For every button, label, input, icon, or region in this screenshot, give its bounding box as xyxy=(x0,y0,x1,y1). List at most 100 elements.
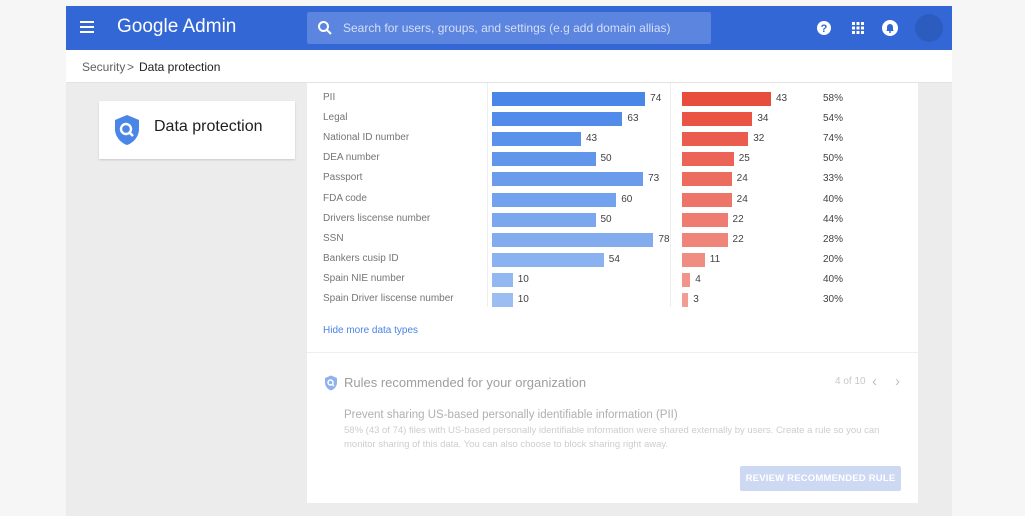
total-files-value: 50 xyxy=(600,153,612,165)
review-recommended-rule-button[interactable]: REVIEW RECOMMENDED RULE xyxy=(740,466,901,491)
row-label: SSN xyxy=(323,232,344,244)
shared-percentage: 20% xyxy=(823,253,844,265)
total-files-bar xyxy=(492,192,617,207)
shared-percentage: 44% xyxy=(823,213,844,225)
total-files-bar xyxy=(492,212,596,227)
total-files-bar xyxy=(492,272,513,287)
shield-search-icon xyxy=(325,375,337,391)
notifications-icon[interactable] xyxy=(881,19,899,37)
shared-externally-value: 25 xyxy=(738,153,750,165)
row-label: Spain NIE number xyxy=(323,272,405,284)
help-icon[interactable]: ? xyxy=(815,19,833,37)
total-files-value: 10 xyxy=(517,294,529,305)
total-files-bar xyxy=(492,252,604,267)
shared-percentage: 40% xyxy=(823,193,844,205)
row-label: Passport xyxy=(323,172,363,184)
total-files-value: 10 xyxy=(517,273,529,285)
recommendation-title: Prevent sharing US-based personally iden… xyxy=(344,409,678,421)
card-title: Data protection xyxy=(154,118,263,135)
total-files-bar xyxy=(492,112,623,127)
main-card: PII 74 43 58% Legal 63 34 54% National ID number… xyxy=(307,83,918,503)
chevron-right-icon[interactable]: › xyxy=(895,373,900,390)
section-divider xyxy=(307,352,918,353)
shared-externally-bar xyxy=(682,152,734,167)
row-label: Legal xyxy=(323,112,348,124)
pager-count: 4 of 10 xyxy=(835,376,866,387)
avatar[interactable] xyxy=(915,14,943,42)
recommendation-description: 58% (43 of 74) files with US-based perso… xyxy=(344,425,880,450)
row-label: Drivers liscense number xyxy=(323,212,431,224)
chart-row: Drivers liscense number 50 22 44% xyxy=(307,210,918,230)
shared-percentage: 54% xyxy=(823,113,844,125)
total-files-bar xyxy=(492,92,646,106)
rules-section-title: Rules recommended for your organization xyxy=(344,375,587,390)
total-files-bar xyxy=(492,152,596,167)
shared-externally-value: 4 xyxy=(695,273,701,285)
column-divider xyxy=(670,83,671,307)
chart-row: DEA number 50 25 50% xyxy=(307,149,918,169)
shared-percentage: 30% xyxy=(823,294,844,305)
shared-externally-value: 11 xyxy=(709,253,721,265)
menu-icon[interactable] xyxy=(80,21,94,33)
shared-percentage: 74% xyxy=(823,133,844,145)
shared-externally-value: 32 xyxy=(753,133,765,145)
total-files-bar xyxy=(492,132,581,147)
column-divider xyxy=(487,83,488,307)
breadcrumb-current: Data protection xyxy=(139,60,221,74)
search-icon xyxy=(318,21,332,35)
chart-row: National ID number 43 32 74% xyxy=(307,129,918,149)
shared-percentage: 50% xyxy=(823,153,844,165)
apps-icon[interactable] xyxy=(849,19,867,37)
total-files-value: 78 xyxy=(658,233,670,245)
svg-text:?: ? xyxy=(821,23,828,35)
row-label: DEA number xyxy=(323,152,380,164)
total-files-bar xyxy=(492,293,513,307)
chevron-left-icon[interactable]: ‹ xyxy=(872,373,877,390)
shared-externally-value: 24 xyxy=(736,193,748,205)
shield-search-icon xyxy=(115,115,139,145)
total-files-value: 43 xyxy=(586,133,598,145)
search-bar[interactable] xyxy=(307,12,711,44)
breadcrumb: Security > Data protection xyxy=(66,50,952,83)
shared-externally-bar xyxy=(682,212,728,227)
top-app-bar: Google Admin ? xyxy=(66,6,952,50)
total-files-value: 74 xyxy=(650,93,662,104)
shared-percentage: 28% xyxy=(823,233,844,245)
row-label: PII xyxy=(323,92,336,103)
row-label: National ID number xyxy=(323,132,410,144)
row-label: Bankers cusip ID xyxy=(323,252,399,264)
chart-row: Spain Driver liscense number 10 3 30% xyxy=(307,290,918,310)
shared-externally-value: 3 xyxy=(693,294,699,305)
data-protection-card: Data protection xyxy=(99,101,295,159)
shared-externally-value: 22 xyxy=(732,213,744,225)
shared-externally-bar xyxy=(682,132,749,147)
shared-externally-bar xyxy=(682,293,689,307)
app-frame: Google Admin ? Security xyxy=(66,6,952,516)
hide-more-data-types-link[interactable]: Hide more data types xyxy=(323,325,419,336)
total-files-value: 63 xyxy=(627,113,639,125)
chart-row: Spain NIE number 10 4 40% xyxy=(307,270,918,290)
shared-externally-bar xyxy=(682,92,771,106)
total-files-value: 60 xyxy=(621,193,633,205)
row-label: FDA code xyxy=(323,192,367,204)
total-files-value: 50 xyxy=(600,213,612,225)
shared-externally-value: 43 xyxy=(776,93,788,104)
app-title[interactable]: Google Admin xyxy=(117,16,237,37)
chart-row: PII 74 43 58% xyxy=(307,89,918,109)
shared-externally-bar xyxy=(682,272,691,287)
shared-externally-value: 34 xyxy=(757,113,769,125)
chevron-right-icon: > xyxy=(127,60,135,74)
shared-externally-bar xyxy=(682,192,732,207)
shared-externally-bar xyxy=(682,232,728,247)
chart-row: Passport 73 24 33% xyxy=(307,169,918,189)
chart-row: SSN 78 22 28% xyxy=(307,230,918,250)
breadcrumb-security-link[interactable]: Security xyxy=(82,60,126,74)
shared-externally-bar xyxy=(682,252,705,267)
chart-row: Bankers cusip ID 54 11 20% xyxy=(307,250,918,270)
search-input[interactable] xyxy=(343,12,703,44)
total-files-bar xyxy=(492,172,644,187)
total-files-bar xyxy=(492,232,654,247)
total-files-value: 73 xyxy=(648,173,660,185)
shared-percentage: 40% xyxy=(823,273,844,285)
shared-externally-bar xyxy=(682,172,732,187)
